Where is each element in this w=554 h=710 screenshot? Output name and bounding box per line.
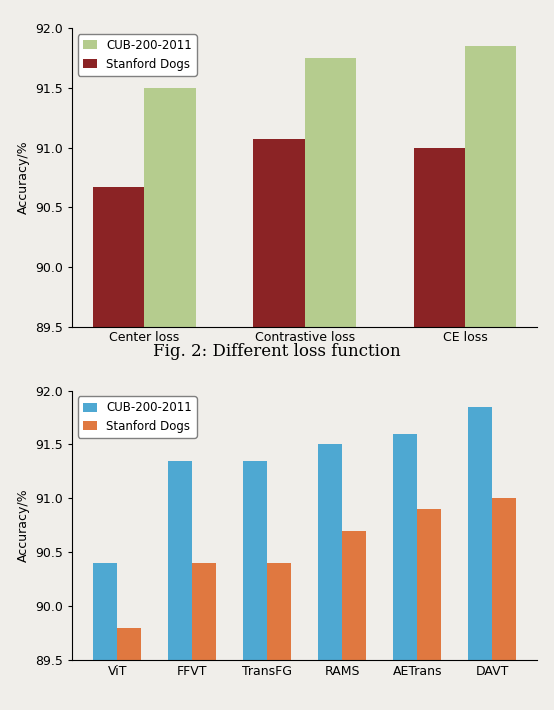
Bar [414,148,465,710]
Bar [305,58,356,710]
Y-axis label: Accuracy/%: Accuracy/% [17,141,29,214]
Bar [465,46,516,710]
Bar [468,407,492,710]
Bar [168,461,192,710]
Bar [192,563,216,710]
Legend: CUB-200-2011, Stanford Dogs: CUB-200-2011, Stanford Dogs [78,396,197,438]
Bar [417,509,441,710]
Bar [318,444,342,710]
Bar [93,187,145,710]
Bar [253,139,305,710]
Y-axis label: Accuracy/%: Accuracy/% [17,488,29,562]
Bar [393,434,417,710]
Bar [117,628,141,710]
Bar [93,563,117,710]
Bar [145,88,196,710]
Legend: CUB-200-2011, Stanford Dogs: CUB-200-2011, Stanford Dogs [78,34,197,76]
Bar [243,461,267,710]
Text: Fig. 2: Different loss function: Fig. 2: Different loss function [153,343,401,360]
Bar [492,498,516,710]
Bar [342,531,366,710]
Bar [267,563,291,710]
